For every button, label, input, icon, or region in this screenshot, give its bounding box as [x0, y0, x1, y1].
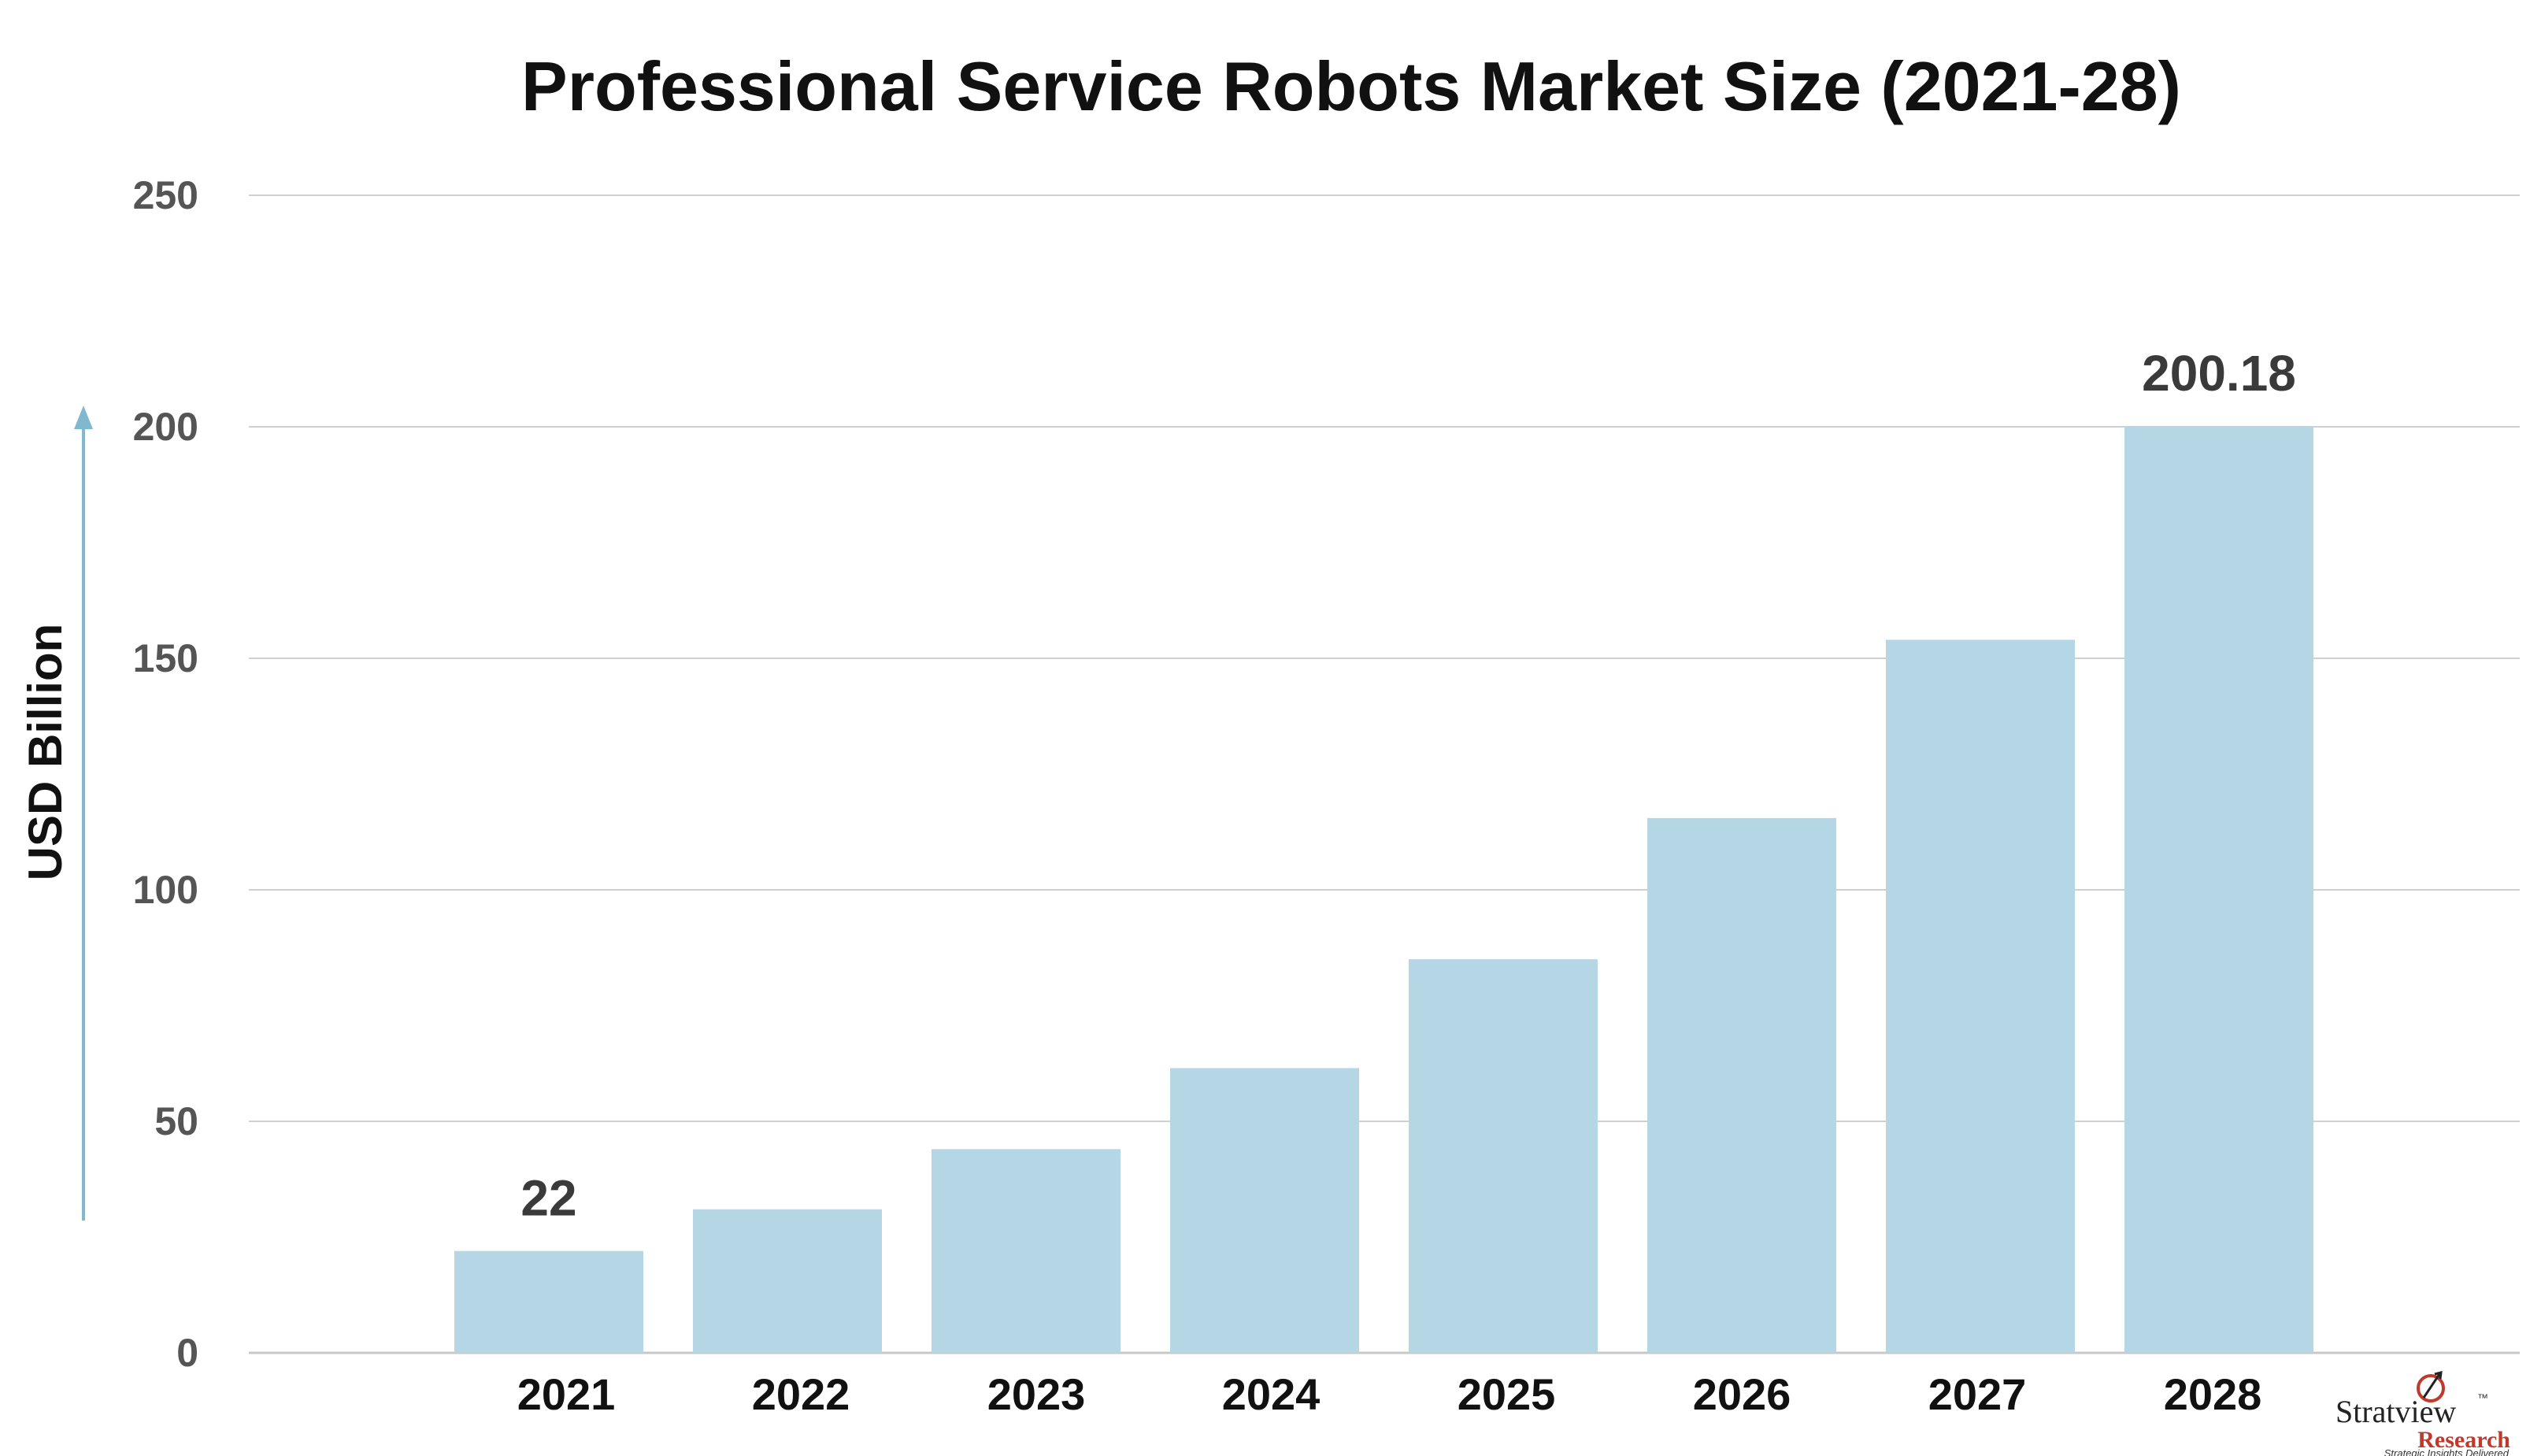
data-labels: 22 200.18 [520, 345, 2295, 1227]
y-tick-label: 200 [133, 405, 198, 449]
y-axis-arrow [74, 406, 93, 1221]
data-label: 200.18 [2142, 345, 2296, 402]
logo-name: Stratview [2335, 1394, 2456, 1429]
y-axis-label: USD Billion [19, 624, 72, 881]
x-tick-label: 2025 [1458, 1369, 1556, 1419]
bar-2026 [1647, 817, 1836, 1353]
x-tick-label: 2026 [1693, 1369, 1791, 1419]
y-tick-label: 100 [133, 868, 198, 912]
bar-2025 [1409, 959, 1598, 1353]
x-tick-label: 2023 [987, 1369, 1086, 1419]
x-tick-label: 2022 [752, 1369, 850, 1419]
logo-globe-icon [2417, 1374, 2445, 1402]
chart-title: Professional Service Robots Market Size … [521, 47, 2181, 125]
data-label: 22 [520, 1170, 576, 1227]
y-tick-label: 150 [133, 636, 198, 680]
logo-sub: Research [2417, 1427, 2510, 1453]
bar-2027 [1886, 639, 2075, 1353]
bar-2023 [932, 1149, 1120, 1353]
y-tick-labels: 0 50 100 150 200 250 [133, 173, 198, 1375]
x-tick-labels: 2021 2022 2023 2024 2025 2026 2027 2028 [517, 1369, 2262, 1419]
y-tick-label: 50 [154, 1099, 198, 1143]
logo-tm: ™ [2477, 1391, 2488, 1404]
x-tick-label: 2021 [517, 1369, 616, 1419]
x-tick-label: 2024 [1222, 1369, 1321, 1419]
x-tick-label: 2027 [1928, 1369, 2027, 1419]
bar-2021 [454, 1250, 643, 1353]
logo-arrow-icon [2422, 1371, 2443, 1399]
bar-2024 [1170, 1068, 1359, 1353]
logo-tagline: Strategic Insights Delivered [2384, 1447, 2510, 1456]
bar-2028 [2124, 425, 2313, 1353]
x-tick-label: 2028 [2164, 1369, 2262, 1419]
bars [454, 425, 2313, 1353]
bar-2022 [693, 1209, 882, 1353]
stratview-logo: Stratview ™ Research Strategic Insights … [2335, 1371, 2510, 1456]
y-tick-label: 250 [133, 173, 198, 217]
y-tick-label: 0 [176, 1331, 198, 1375]
